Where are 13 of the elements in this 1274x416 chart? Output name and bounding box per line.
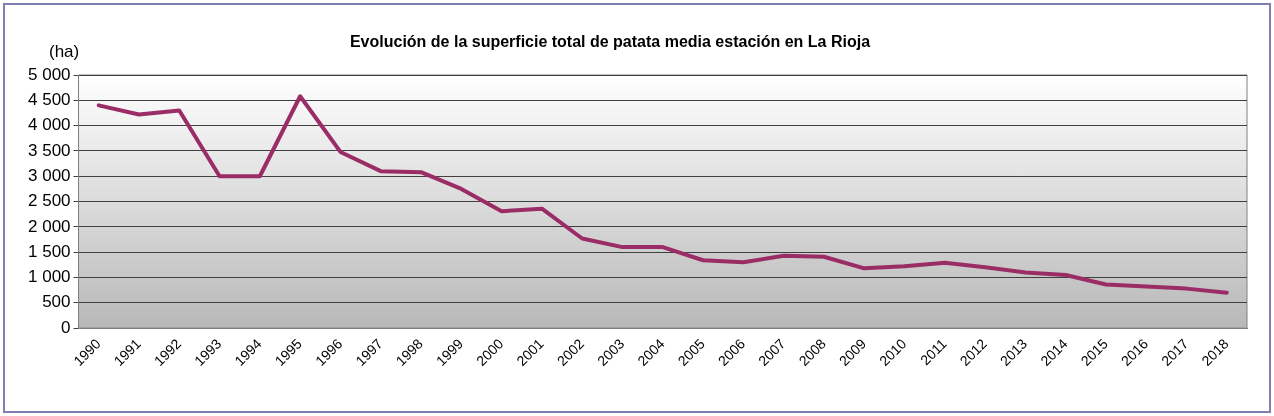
y-tick-label: 4 500: [27, 90, 71, 109]
y-tick-label: 0: [61, 317, 71, 337]
y-tick-label: 2 500: [27, 191, 71, 211]
y-tick-label: 5 000: [27, 64, 71, 84]
y-tick-label: 500: [42, 292, 71, 312]
chart-title: Evolución de la superficie total de patata media estación en La Rioja: [349, 33, 871, 50]
y-axis-title: (ha): [49, 42, 80, 62]
y-tick-label: 1 000: [27, 267, 71, 287]
y-tick-label: 1 500: [27, 241, 71, 261]
y-tick-label: 4 000: [27, 115, 71, 135]
y-tick-label: 3 000: [27, 165, 71, 185]
y-tick-label: 3 500: [27, 140, 71, 160]
y-tick-label: 2 000: [27, 216, 71, 236]
